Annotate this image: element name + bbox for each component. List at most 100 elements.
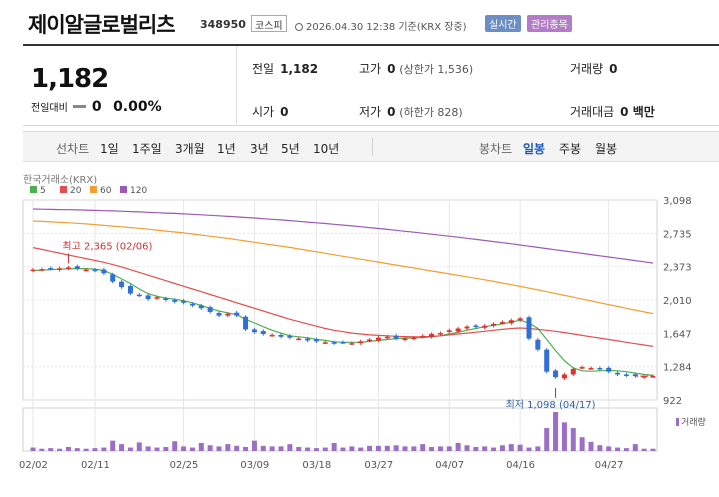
volume-bar <box>623 448 629 451</box>
moving-average-line-20 <box>32 247 654 347</box>
volume-bar <box>429 446 435 451</box>
candle-body <box>429 334 435 337</box>
volume-bar <box>535 446 541 451</box>
x-tick-label: 02/11 <box>81 460 110 471</box>
legend-swatch-ma20 <box>60 186 67 193</box>
candle-body <box>39 269 45 271</box>
moving-average-line-60 <box>32 220 654 315</box>
volume-bar <box>606 446 612 451</box>
volume-bar <box>119 444 125 451</box>
price-box: 1,182 전일대비 0 0.00% <box>23 46 237 126</box>
volume-bar <box>57 448 63 451</box>
volume-bar <box>305 447 311 451</box>
volume-bar <box>207 445 213 451</box>
stock-header: 제이알글로벌리츠 348950 코스피 2026.04.30 12:38 기준(… <box>0 0 719 44</box>
volume-bar <box>393 445 399 451</box>
volume-bar <box>65 446 71 451</box>
volume-bar <box>570 428 576 451</box>
market-badge: 코스피 <box>251 15 287 32</box>
prev-close-cell: 전일 1,182 <box>252 60 318 77</box>
candle-body <box>482 325 488 328</box>
volume-bar <box>278 446 284 451</box>
x-tick-label: 03/09 <box>240 460 269 471</box>
candle-body <box>225 313 231 316</box>
candle-body <box>287 335 293 338</box>
quote-datetime: 2026.04.30 12:38 기준(KRX 장중) <box>295 18 467 33</box>
price-chart-svg[interactable]: 한국거래소(KRX)5 20 60 120 3,098 2,735 2,373 2,010 1,… <box>0 168 719 497</box>
candle-body <box>597 368 603 370</box>
legend-label-ma120: 120 <box>130 186 147 196</box>
volume-bar <box>420 444 426 451</box>
candle-body <box>375 337 381 341</box>
candle-body <box>216 313 222 316</box>
candle-body <box>641 376 647 378</box>
open-cell: 시가 0 <box>252 103 288 120</box>
tab-weekly-candle[interactable]: 주봉 <box>559 142 582 156</box>
volume-bar <box>296 446 302 451</box>
volume-bar <box>136 442 142 451</box>
y-tick-label: 2,010 <box>663 296 692 307</box>
candle-body <box>526 317 532 339</box>
tab-3month[interactable]: 3개월 <box>175 142 205 156</box>
open-label: 시가 <box>252 105 275 119</box>
candle-body <box>322 342 328 344</box>
volume-bar <box>101 447 107 451</box>
tab-5year[interactable]: 5년 <box>281 142 300 156</box>
tab-divider <box>372 138 373 156</box>
open-value: 0 <box>280 105 289 119</box>
high-annotation: 최고 2,365 (02/06) <box>62 240 152 252</box>
candle-body <box>251 329 257 333</box>
volume-bar <box>597 445 603 451</box>
volume-bar <box>358 447 364 451</box>
volume-bar <box>181 446 187 451</box>
tab-1day[interactable]: 1일 <box>100 142 119 156</box>
volume-bar <box>641 448 647 451</box>
high-value: 0 <box>387 62 396 76</box>
candle-body <box>632 374 638 377</box>
candle-body <box>393 335 399 339</box>
volume-bar <box>482 446 488 451</box>
tab-1week[interactable]: 1주일 <box>132 142 162 156</box>
x-tick-label: 03/27 <box>364 460 393 471</box>
tab-daily-candle[interactable]: 일봉 <box>523 142 546 156</box>
volume-bar <box>154 447 160 451</box>
volume-bar <box>287 444 293 451</box>
candle-body <box>570 368 576 375</box>
volume-bar <box>74 448 80 451</box>
volume-bar <box>30 447 36 451</box>
current-price: 1,182 <box>31 64 109 94</box>
realtime-badge[interactable]: 실시간 <box>485 15 521 32</box>
volume-bar <box>243 446 249 451</box>
amount-cell: 거래대금 0 백만 <box>570 103 655 120</box>
tab-monthly-candle[interactable]: 월봉 <box>595 142 618 156</box>
candle-body <box>446 330 452 332</box>
candle-body <box>402 338 408 341</box>
tab-3year[interactable]: 3년 <box>250 142 269 156</box>
candle-body <box>544 349 550 372</box>
candle-body <box>517 318 523 321</box>
volume-bar <box>331 442 337 451</box>
upper-limit: (상한가 1,536) <box>399 63 474 76</box>
candle-body <box>207 307 213 312</box>
tab-10year[interactable]: 10년 <box>313 142 340 156</box>
candle-body <box>331 342 337 344</box>
candle-body <box>110 274 116 282</box>
volume-bar <box>127 447 133 451</box>
flat-change-icon <box>73 105 87 108</box>
quote-panel: 1,182 전일대비 0 0.00% 전일 1,182 고가 0 (상한가 1,53… <box>23 44 719 126</box>
candle-body <box>358 341 364 344</box>
moving-average-line-5 <box>32 267 654 376</box>
volume-label: 거래량 <box>570 62 604 76</box>
y-tick-label: 1,647 <box>663 329 692 340</box>
stock-code: 348950 <box>200 18 246 31</box>
tab-1year[interactable]: 1년 <box>217 142 236 156</box>
candle-body <box>606 367 612 372</box>
price-chart[interactable]: 한국거래소(KRX) 5 20 60 120 3,098 2,735 2,373 2,010 1,… <box>0 168 719 497</box>
volume-bar <box>473 446 479 451</box>
change-row: 전일대비 0 0.00% <box>31 99 162 115</box>
quote-datetime-text: 2026.04.30 12:38 기준(KRX 장중) <box>306 22 467 33</box>
managed-stock-badge[interactable]: 관리종목 <box>527 15 572 32</box>
prev-close-label: 전일 <box>252 62 275 76</box>
candle-body <box>57 268 63 270</box>
volume-bar <box>269 446 275 451</box>
